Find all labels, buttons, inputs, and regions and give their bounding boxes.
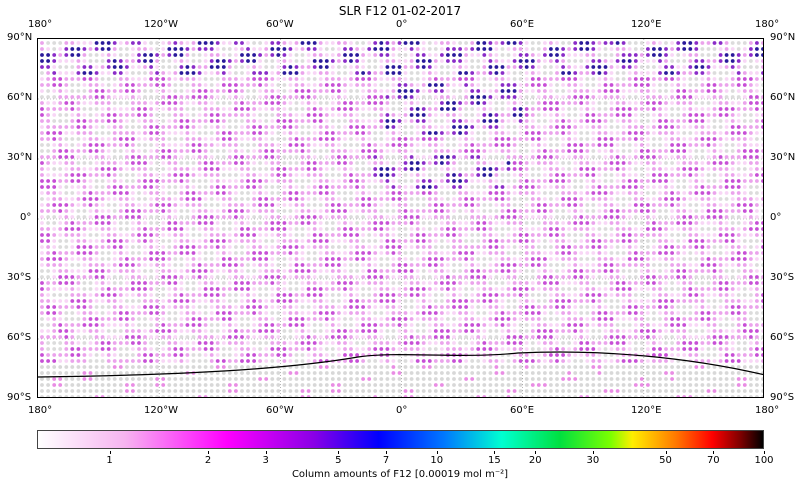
x-tick-top: 60°E (510, 19, 535, 30)
colorbar-tick-mark (764, 451, 765, 454)
colorbar-tick-label: 2 (204, 455, 212, 466)
x-tick-bottom: 180° (28, 405, 53, 416)
y-tick-left: 30°N (7, 152, 33, 163)
x-tick-top: 0° (396, 19, 408, 30)
colorbar-tick-label: 7 (382, 455, 390, 466)
dot-grid (38, 39, 763, 397)
colorbar-tick-mark (208, 451, 210, 454)
colorbar-tick-mark (436, 451, 438, 454)
colorbar-tick-label: 15 (488, 455, 501, 466)
colorbar-tick-label: 5 (335, 455, 342, 466)
map-plot-area (37, 38, 764, 398)
y-tick-left: 90°N (7, 32, 33, 43)
y-tick-right: 60°N (770, 92, 796, 103)
x-tick-bottom: 60°E (510, 405, 535, 416)
y-tick-left: 30°S (7, 272, 32, 283)
y-tick-right: 0° (770, 212, 782, 223)
colorbar-tick-mark (713, 451, 715, 454)
colorbar-tick-mark (494, 451, 496, 454)
y-tick-right: 90°N (770, 32, 796, 43)
colorbar-tick-label: 3 (262, 455, 269, 466)
y-tick-right: 60°S (770, 332, 795, 343)
y-tick-left: 90°S (7, 392, 32, 403)
y-tick-right: 90°S (770, 392, 795, 403)
y-tick-right: 30°N (770, 152, 796, 163)
x-tick-bottom: 120°E (631, 405, 662, 416)
x-tick-top: 120°W (144, 19, 178, 30)
colorbar-tick-mark (592, 451, 594, 454)
colorbar-tick-mark (386, 451, 388, 454)
colorbar-tick-label: 10 (430, 455, 444, 466)
colorbar-tick-mark (535, 451, 537, 454)
colorbar-tick-label: 50 (659, 455, 672, 466)
x-tick-bottom: 180° (755, 405, 780, 416)
y-tick-left: 0° (20, 212, 32, 223)
colorbar (37, 430, 764, 449)
x-tick-bottom: 0° (396, 405, 408, 416)
colorbar-tick-label: 100 (754, 455, 774, 466)
colorbar-tick-label: 20 (528, 455, 542, 466)
x-tick-bottom: 60°W (266, 405, 294, 416)
x-tick-top: 60°W (266, 19, 294, 30)
y-tick-right: 30°S (770, 272, 795, 283)
colorbar-tick-label: 30 (586, 455, 600, 466)
x-tick-bottom: 120°W (144, 405, 178, 416)
colorbar-tick-mark (665, 451, 667, 454)
colorbar-tick-mark (265, 451, 267, 454)
x-tick-top: 180° (28, 19, 53, 30)
y-tick-left: 60°S (7, 332, 32, 343)
colorbar-tick-mark (338, 451, 340, 454)
x-tick-top: 120°E (631, 19, 662, 30)
chart-title: SLR F12 01-02-2017 (338, 4, 462, 18)
colorbar-tick-label: 70 (706, 455, 720, 466)
colorbar-tick-mark (109, 451, 111, 454)
colorbar-tick-label: 1 (106, 455, 113, 466)
x-tick-top: 180° (755, 19, 780, 30)
y-tick-left: 60°N (7, 92, 33, 103)
colorbar-label: Column amounts of F12 [0.00019 mol m⁻²] (291, 469, 509, 480)
